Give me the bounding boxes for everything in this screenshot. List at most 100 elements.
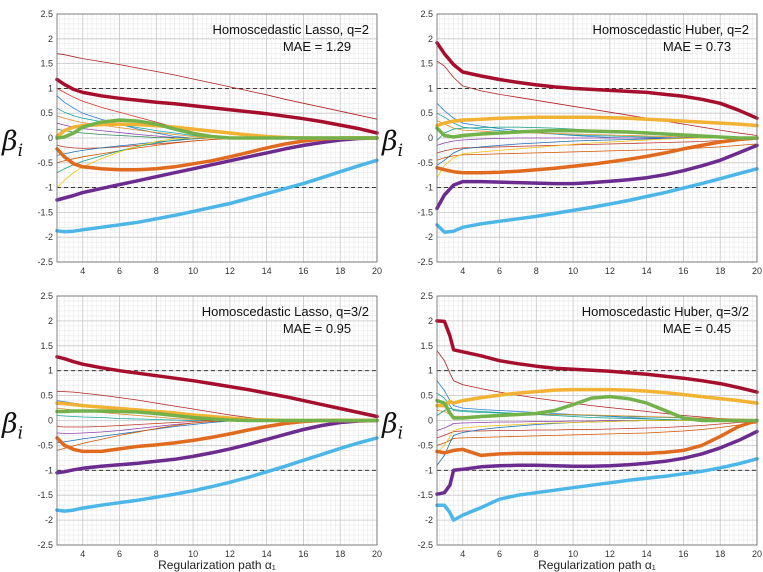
y-tick-label: -0.5	[417, 440, 433, 450]
y-tick-label: -2	[425, 232, 433, 242]
panel-2: 2.5 2 1.5 1 0.5 0 -0.5 -1 -1.5 -2 -2.5 4 6 8 10 12 14 16 1…	[381, 9, 762, 276]
y-tick-label: 1	[48, 83, 53, 93]
x-tick-label: 10	[188, 549, 198, 559]
series-line-green	[435, 394, 759, 423]
y-tick-label: -1.5	[417, 490, 433, 500]
x-tick-label: 20	[752, 266, 762, 276]
x-tick-label: 16	[678, 549, 688, 559]
axes-frame	[436, 13, 758, 263]
series-line-thin-1	[56, 53, 378, 120]
series-line-thin-1	[436, 60, 758, 136]
series-line-red	[55, 355, 379, 419]
x-tick-label: 18	[715, 266, 725, 276]
series-line-green	[55, 118, 379, 140]
y-axis-label: βi	[1, 409, 23, 444]
x-tick-label: 12	[605, 549, 615, 559]
y-tick-label: 0.5	[420, 391, 433, 401]
x-tick-label: 16	[298, 549, 308, 559]
y-tick-label: -2.5	[417, 540, 433, 550]
panel-title: Homoscedastic Lasso, q=2	[213, 22, 369, 37]
panel-3: 2.5 2 1.5 1 0.5 0 -0.5 -1 -1.5 -2 -2.5 4 6 8 10 12 14 16 1…	[1, 291, 382, 572]
x-tick-label: 18	[335, 549, 345, 559]
y-tick-label: 1	[48, 366, 53, 376]
series-line-thin-6	[436, 138, 758, 154]
y-tick-label: 2.5	[40, 291, 53, 301]
y-tick-label: 2	[48, 316, 53, 326]
series-line-blue	[435, 167, 759, 234]
y-tick-label: 1.5	[420, 59, 433, 69]
panel-title: Homoscedastic Huber, q=2	[593, 22, 749, 37]
y-tick-label: 2.5	[420, 9, 433, 19]
y-tick-label: 2	[428, 316, 433, 326]
y-axis-label-subscript: i	[398, 424, 403, 444]
y-tick-label: -0.5	[417, 158, 433, 168]
x-tick-label: 10	[188, 266, 198, 276]
y-tick-label: 2.5	[420, 291, 433, 301]
series-line-thin-7	[436, 143, 758, 161]
y-tick-label: -1.5	[37, 490, 53, 500]
y-axis-label-main: β	[1, 126, 18, 157]
y-tick-label: 0.5	[420, 108, 433, 118]
x-tick-label: 14	[262, 549, 272, 559]
series-line-green	[55, 409, 379, 423]
y-tick-label: -2	[425, 515, 433, 525]
mae-annotation: MAE = 0.45	[663, 321, 731, 336]
y-tick-label: -0.5	[37, 158, 53, 168]
y-axis-label: βi	[1, 126, 23, 161]
x-tick-label: 14	[642, 549, 652, 559]
y-axis-label-subscript: i	[398, 141, 403, 161]
x-tick-label: 6	[117, 266, 122, 276]
x-tick-label: 18	[335, 266, 345, 276]
y-axis-label: βi	[381, 126, 403, 161]
x-tick-label: 8	[534, 266, 539, 276]
x-tick-label: 8	[154, 549, 159, 559]
x-tick-label: 16	[678, 266, 688, 276]
x-tick-label: 6	[497, 549, 502, 559]
series-line-blue	[55, 158, 379, 234]
series-line-purple	[435, 143, 759, 211]
series-line-thin-7	[436, 422, 758, 446]
y-tick-label: 1.5	[40, 59, 53, 69]
y-tick-label: -1.5	[37, 207, 53, 217]
x-tick-label: 4	[460, 266, 465, 276]
panel-4: 2.5 2 1.5 1 0.5 0 -0.5 -1 -1.5 -2 -2.5 4 6 8 10 12 14 16 1…	[381, 291, 762, 572]
y-axis-label-main: β	[1, 409, 18, 440]
y-tick-label: -1	[45, 183, 53, 193]
series-line-purple	[435, 429, 759, 496]
x-tick-label: 12	[225, 266, 235, 276]
y-tick-label: -2	[45, 515, 53, 525]
x-tick-label: 14	[642, 266, 652, 276]
y-tick-label: 0	[48, 416, 53, 426]
series-line-purple	[55, 136, 379, 202]
y-tick-label: 0	[428, 133, 433, 143]
series-line-blue	[435, 457, 759, 522]
y-tick-label: 0.5	[40, 391, 53, 401]
series-line-purple	[55, 418, 379, 475]
x-tick-label: 4	[80, 266, 85, 276]
series-line-yellow	[435, 387, 759, 408]
y-tick-label: 1	[428, 366, 433, 376]
series-line-thin-6	[436, 421, 758, 439]
mae-annotation: MAE = 1.29	[283, 39, 351, 54]
series-line-red	[435, 41, 759, 120]
x-tick-label: 6	[117, 549, 122, 559]
y-axis-label-main: β	[381, 126, 398, 157]
y-tick-label: 0	[48, 133, 53, 143]
series-line-orange	[435, 136, 759, 175]
y-axis-label-subscript: i	[18, 141, 23, 161]
y-tick-label: 0.5	[40, 108, 53, 118]
series-line-orange	[435, 418, 759, 458]
x-axis-label: Regularization path α₁	[538, 558, 656, 572]
panel-1: 2.5 2 1.5 1 0.5 0 -0.5 -1 -1.5 -2 -2.5 4 6 8 10 12 14 16 1…	[1, 9, 382, 276]
y-tick-label: -2	[45, 232, 53, 242]
x-tick-label: 6	[497, 266, 502, 276]
series-line-red	[55, 77, 379, 135]
y-tick-label: 2	[48, 34, 53, 44]
x-tick-label: 20	[372, 549, 382, 559]
y-tick-label: 2.5	[40, 9, 53, 19]
panel-title: Homoscedastic Huber, q=3/2	[582, 304, 749, 319]
y-axis-label-main: β	[381, 409, 398, 440]
series-line-thin-10	[436, 137, 758, 179]
x-tick-label: 4	[460, 549, 465, 559]
